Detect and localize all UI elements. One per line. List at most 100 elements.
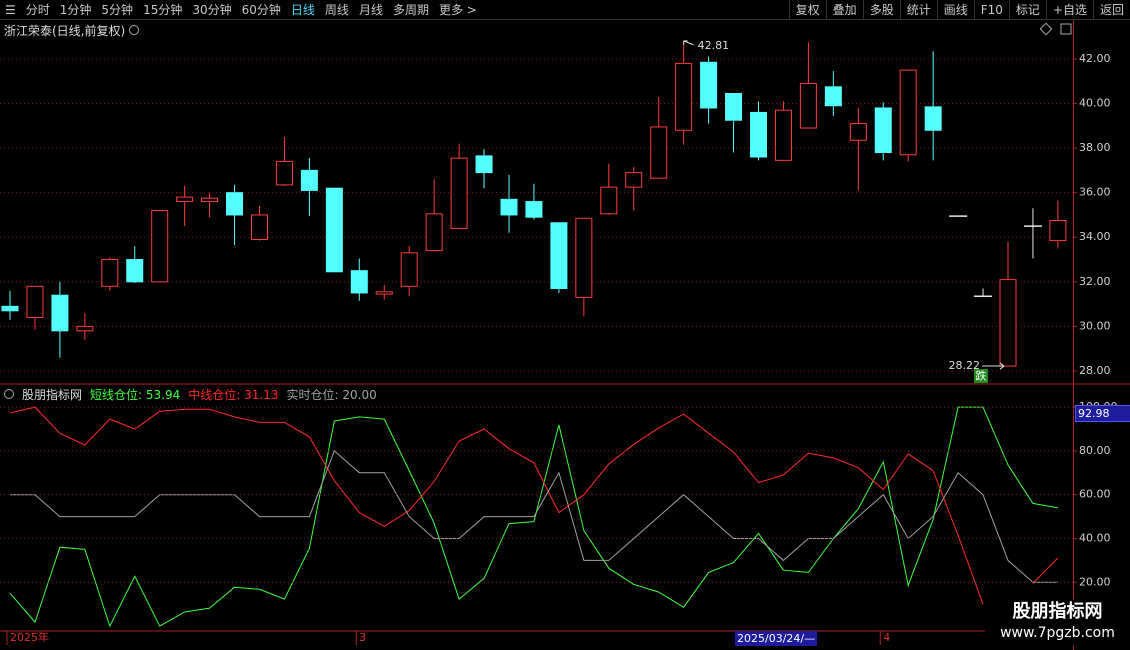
candle-body	[176, 196, 194, 203]
x-tick-label: 2025年	[10, 630, 49, 644]
candle-body	[226, 192, 244, 216]
candle-body	[1, 305, 19, 312]
candle-body	[500, 198, 518, 216]
candle-body	[201, 197, 219, 203]
tool-buttons: 复权 叠加 多股 统计 画线 F10 标记 +自选 返回	[788, 0, 1130, 19]
indicator-line	[9, 406, 1059, 605]
y-tick-label: 40.00	[1079, 97, 1111, 110]
x-tick-label: 3	[359, 631, 366, 644]
period-tab[interactable]: 30分钟	[192, 3, 232, 17]
candle-body	[625, 172, 643, 188]
candle-body	[650, 126, 668, 179]
candle-body	[700, 61, 718, 109]
indicator-header: 股朋指标网短线仓位53.94 中线仓位31.13 实时仓位20.00	[4, 385, 377, 403]
tool-button[interactable]: 标记	[1008, 0, 1046, 19]
candle-body	[251, 214, 268, 240]
period-tabs: ☰ 分时 1分钟 5分钟 15分钟 30分钟 60分钟 日线 周线 月线 多周期 更多 >	[0, 0, 482, 19]
candle-body	[126, 259, 144, 283]
toolbar: ☰ 分时 1分钟 5分钟 15分钟 30分钟 60分钟 日线 周线 月线 多周期 更多 > 复权 叠加多…	[0, 0, 1130, 20]
period-tab[interactable]: 周线	[324, 3, 349, 17]
dropdown-icon[interactable]	[129, 25, 140, 35]
y-tick-label: 42.00	[1079, 52, 1111, 65]
candle-body	[101, 259, 119, 287]
candle-body	[725, 92, 743, 121]
candle-body	[325, 187, 343, 273]
indicator-line	[10, 450, 1058, 583]
candle-body	[51, 294, 69, 332]
period-tab[interactable]: 更多 >	[438, 3, 477, 17]
period-tab[interactable]: 1分钟	[59, 3, 92, 17]
y-tick-label: 36.00	[1079, 186, 1111, 199]
legend-value: 31.13	[244, 387, 279, 402]
candle-body	[375, 291, 393, 295]
candle-body	[26, 285, 44, 318]
candle-body	[849, 123, 867, 141]
watermark-title: 股朋指标网	[1012, 601, 1103, 622]
legend-value: 53.94	[145, 387, 181, 402]
legend-name: 短线仓位	[90, 388, 146, 402]
tool-button[interactable]: 叠加	[825, 0, 863, 19]
tool-button[interactable]: 返回	[1092, 0, 1130, 19]
candle-body	[575, 217, 593, 298]
legend-entry: 短线仓位53.94	[90, 386, 180, 403]
period-tab[interactable]: 日线	[290, 3, 315, 17]
y-tick-label: 32.00	[1079, 275, 1111, 288]
annotation-label: 28.22	[949, 359, 981, 372]
cursor-date: 2025/03/24/—	[735, 631, 818, 646]
menu-icon[interactable]: ☰	[5, 2, 16, 17]
y-tick-label: 80.00	[1079, 444, 1111, 457]
candle-body	[275, 160, 293, 186]
cursor-value: 92.98	[1075, 405, 1130, 422]
annotation-arrow	[683, 40, 694, 46]
candle-body	[400, 252, 418, 287]
period-tab[interactable]: 5分钟	[101, 3, 134, 17]
candle-body	[550, 222, 568, 290]
candle-body	[824, 86, 842, 107]
box-icon[interactable]	[1060, 23, 1072, 35]
y-tick-label: 20.00	[1079, 575, 1111, 588]
period-tab[interactable]: 多周期	[392, 3, 429, 17]
y-tick-label: 60.00	[1079, 488, 1111, 501]
y-tick-label: 34.00	[1079, 230, 1111, 243]
tool-button[interactable]: 多股	[862, 0, 900, 19]
indicator-plot	[9, 406, 1059, 628]
tool-button[interactable]: 画线	[936, 0, 974, 19]
tool-button[interactable]: 统计	[899, 0, 937, 19]
candle-body	[799, 82, 817, 129]
period-tab[interactable]: 15分钟	[143, 3, 183, 17]
candle-body	[600, 186, 618, 215]
legend-value: 20.00	[342, 387, 377, 402]
annotation-badge: 跌	[976, 369, 987, 383]
legend-name: 实时仓位	[286, 388, 342, 402]
diamond-icon[interactable]	[1039, 22, 1053, 36]
candle-body	[525, 201, 543, 218]
tool-button[interactable]: F10	[973, 0, 1009, 19]
y-tick-label: 38.00	[1079, 141, 1111, 154]
legend-entry: 中线仓位31.13	[188, 386, 278, 403]
candle-body	[874, 107, 892, 154]
stock-title: 浙江荣泰(日线,前复权)	[4, 23, 126, 38]
candle-body	[750, 111, 767, 158]
candle-body	[999, 279, 1017, 367]
period-tab[interactable]: 月线	[358, 3, 383, 17]
watermark-url: www.7pgzb.com	[1000, 625, 1115, 641]
candle-body	[300, 169, 318, 191]
indicator-line	[9, 406, 1058, 628]
period-tab[interactable]: 60分钟	[241, 3, 281, 17]
period-tab[interactable]: 分时	[25, 3, 50, 17]
candle-body	[475, 155, 493, 174]
tool-button[interactable]: 复权	[788, 0, 826, 19]
tool-button[interactable]: +自选	[1045, 0, 1093, 19]
candle-body	[76, 325, 94, 332]
y-tick-label: 30.00	[1079, 319, 1111, 332]
candle-body	[774, 109, 792, 161]
indicator-icon[interactable]	[4, 389, 14, 399]
legend-entry: 实时仓位20.00	[286, 386, 376, 403]
annotation-label: 42.81	[698, 39, 730, 52]
watermark: 股朋指标网 www.7pgzb.com	[985, 600, 1130, 646]
stock-title-row: 浙江荣泰(日线,前复权)	[4, 21, 140, 39]
candle-body	[899, 69, 917, 156]
annotation-badge-bg	[974, 369, 988, 384]
